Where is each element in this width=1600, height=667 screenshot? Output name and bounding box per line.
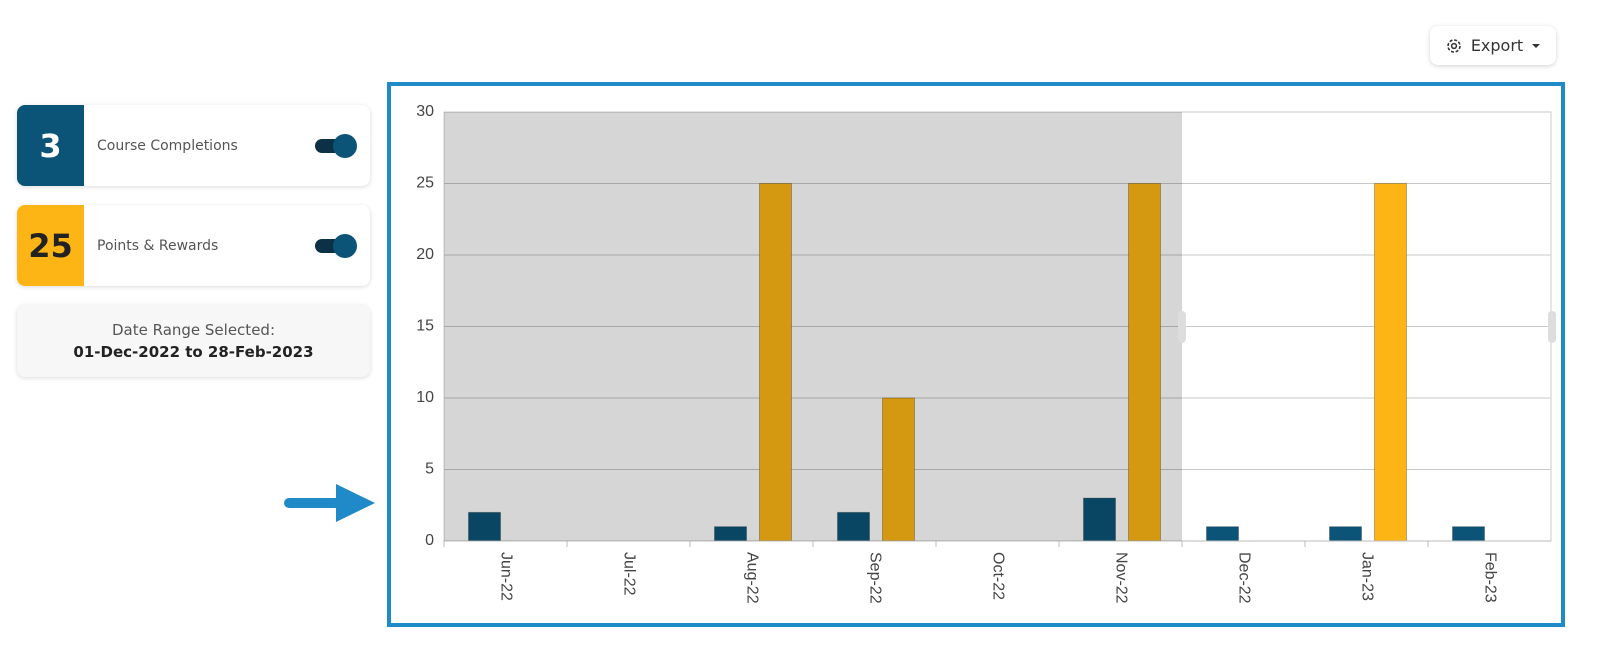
x-tick-label: Sep-22	[866, 552, 883, 604]
date-range-title: Date Range Selected:	[111, 321, 275, 339]
date-range-value: 01-Dec-2022 to 28-Feb-2023	[73, 343, 314, 361]
bar	[1329, 526, 1362, 542]
y-tick-label: 30	[416, 103, 434, 120]
metric-card: 25 Points & Rewards	[17, 205, 370, 286]
export-label: Export	[1470, 36, 1524, 55]
x-tick-label: Dec-22	[1235, 552, 1252, 604]
y-tick-label: 15	[416, 318, 434, 335]
gear-icon	[1447, 38, 1461, 53]
x-tick-label: Jun-22	[497, 552, 514, 601]
toggle[interactable]	[315, 234, 357, 258]
date-range-card: Date Range Selected: 01-Dec-2022 to 28-F…	[17, 305, 370, 377]
bar	[882, 397, 915, 542]
bar	[1083, 497, 1116, 542]
range-handle	[1178, 311, 1186, 343]
x-tick-label: Aug-22	[743, 552, 760, 604]
x-tick-label: Oct-22	[989, 552, 1006, 600]
metric-value: 3	[17, 105, 84, 186]
x-tick-label: Jul-22	[620, 552, 637, 596]
y-tick-label: 10	[416, 389, 434, 406]
range-handle	[1548, 311, 1556, 343]
y-tick-label: 0	[425, 532, 434, 549]
unselected-range-shade	[444, 112, 1182, 541]
bar	[468, 511, 501, 542]
y-tick-label: 25	[416, 175, 434, 192]
metric-label: Points & Rewards	[97, 237, 219, 254]
bar	[1128, 183, 1161, 542]
bar	[1206, 526, 1239, 542]
bar	[1452, 526, 1485, 542]
x-tick-label: Jan-23	[1358, 552, 1375, 601]
pointer-arrow-head	[336, 484, 375, 522]
metric-card: 3 Course Completions	[17, 105, 370, 186]
metric-label: Course Completions	[97, 137, 238, 154]
export-button[interactable]: Export	[1430, 26, 1556, 65]
y-tick-label: 20	[416, 246, 434, 263]
y-tick-label: 5	[425, 461, 434, 478]
metric-value: 25	[17, 205, 84, 286]
x-tick-label: Nov-22	[1112, 552, 1129, 604]
bar	[759, 183, 792, 542]
toggle[interactable]	[315, 134, 357, 158]
bar	[1374, 183, 1407, 542]
caret	[1532, 43, 1541, 48]
x-tick-label: Feb-23	[1481, 552, 1498, 603]
